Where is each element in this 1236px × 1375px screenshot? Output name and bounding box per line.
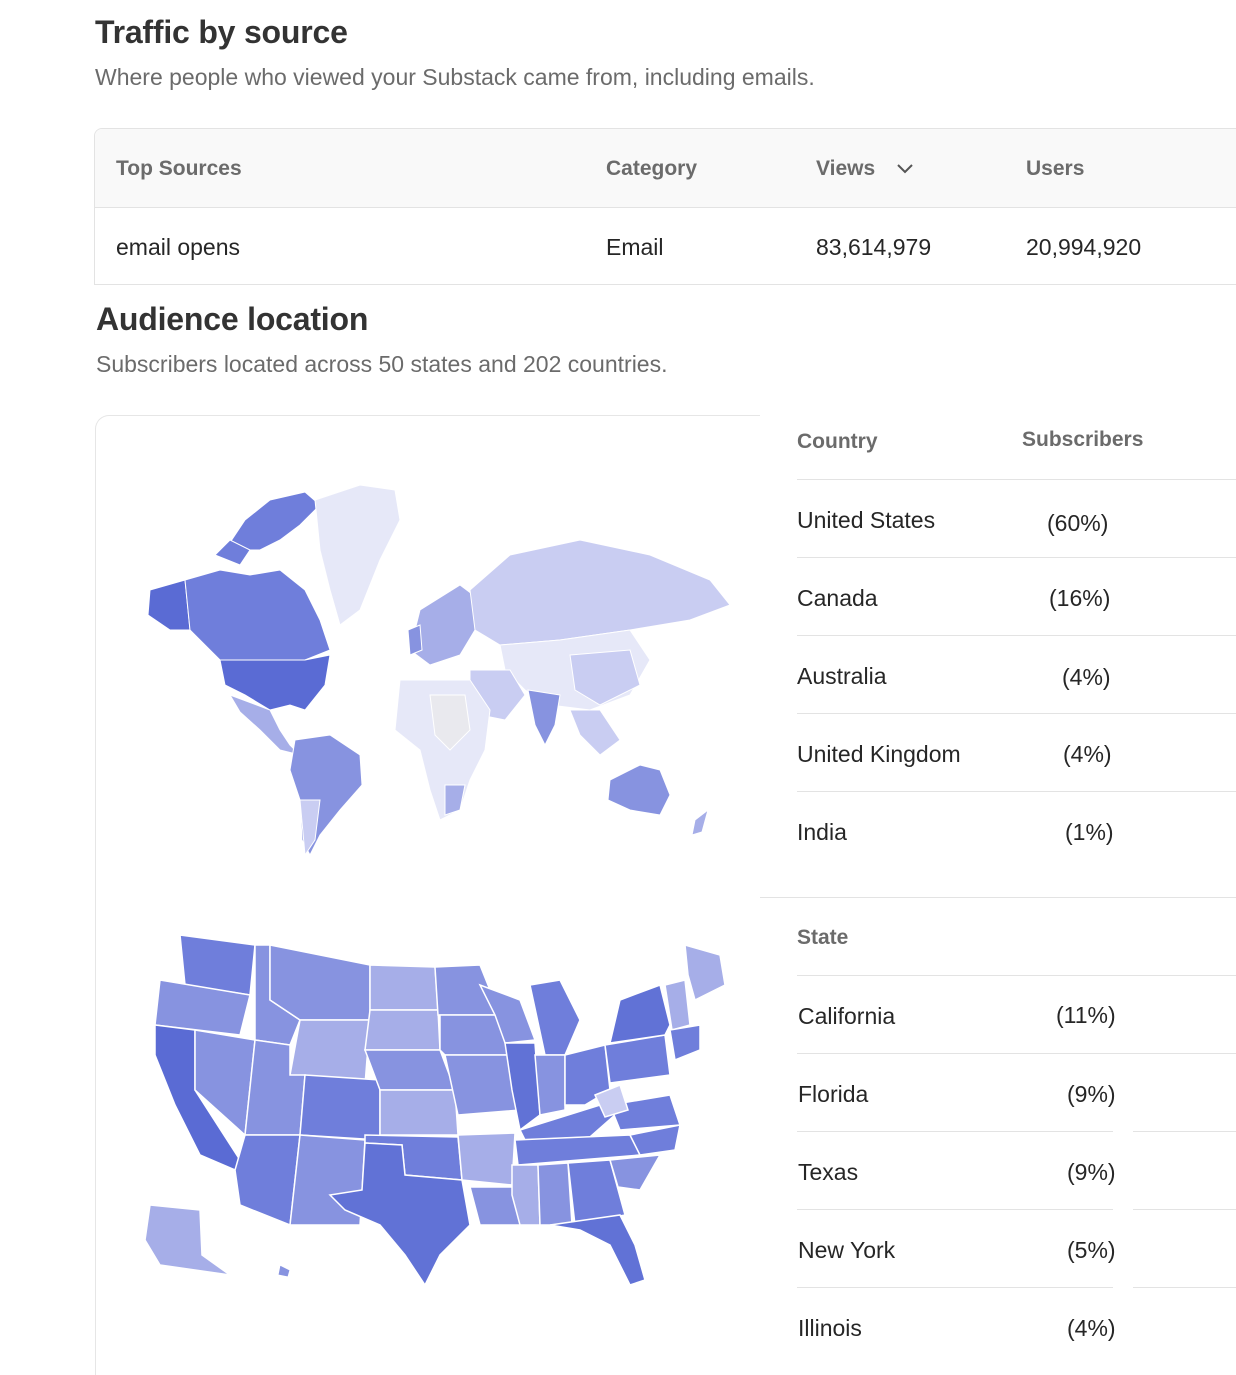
map-card: [95, 415, 795, 1375]
state-pct-3: (9%): [1067, 1159, 1116, 1185]
state-name-5: Illinois: [798, 1315, 862, 1341]
audience-subtitle: Subscribers located across 50 states and…: [96, 351, 668, 377]
state-name-1: California: [798, 1003, 896, 1029]
traffic-row-views: 83,614,979: [816, 234, 932, 260]
country-name-4: United Kingdom: [797, 741, 961, 767]
country-name-2: Canada: [797, 585, 878, 611]
country-name-3: Australia: [797, 663, 887, 689]
traffic-row-category: Email: [606, 234, 664, 260]
col-header-views[interactable]: Views: [816, 157, 913, 181]
traffic-table-header: Top Sources Category Views Users: [95, 129, 1236, 208]
world-map[interactable]: [130, 480, 740, 870]
col-header-country: Country: [797, 430, 878, 453]
country-name-5: India: [797, 819, 847, 845]
state-pct-1: (11%): [1056, 1002, 1116, 1028]
country-pct-5: (1%): [1065, 819, 1114, 845]
state-pct-5: (4%): [1067, 1315, 1116, 1341]
country-pct-4: (4%): [1063, 741, 1112, 767]
location-tables-panel: Country Subscribers United States (60%) …: [760, 415, 1236, 1364]
col-header-top-sources[interactable]: Top Sources: [116, 157, 242, 180]
col-header-category[interactable]: Category: [606, 157, 698, 180]
state-pct-4: (5%): [1067, 1237, 1116, 1263]
traffic-table: Top Sources Category Views Users email o…: [94, 128, 1236, 285]
us-map[interactable]: [140, 925, 740, 1295]
chevron-down-icon[interactable]: [897, 164, 913, 174]
col-header-views-label: Views: [816, 157, 876, 180]
country-name-1: United States: [797, 507, 936, 533]
country-pct-2: (16%): [1049, 585, 1111, 611]
country-pct-1: (60%): [1047, 510, 1109, 536]
col-header-users[interactable]: Users: [1026, 157, 1085, 180]
state-pct-2: (9%): [1067, 1081, 1116, 1107]
traffic-subtitle: Where people who viewed your Substack ca…: [95, 64, 815, 90]
col-header-state: State: [797, 926, 849, 949]
state-name-4: New York: [798, 1237, 896, 1263]
country-pct-3: (4%): [1062, 664, 1111, 690]
traffic-title: Traffic by source: [95, 14, 348, 50]
col-header-subscribers: Subscribers: [1022, 428, 1144, 451]
state-name-3: Texas: [798, 1159, 859, 1185]
traffic-row-users: 20,994,920: [1026, 234, 1142, 260]
state-name-2: Florida: [798, 1081, 869, 1107]
audience-title: Audience location: [96, 301, 369, 337]
traffic-row-source: email opens: [116, 234, 241, 260]
